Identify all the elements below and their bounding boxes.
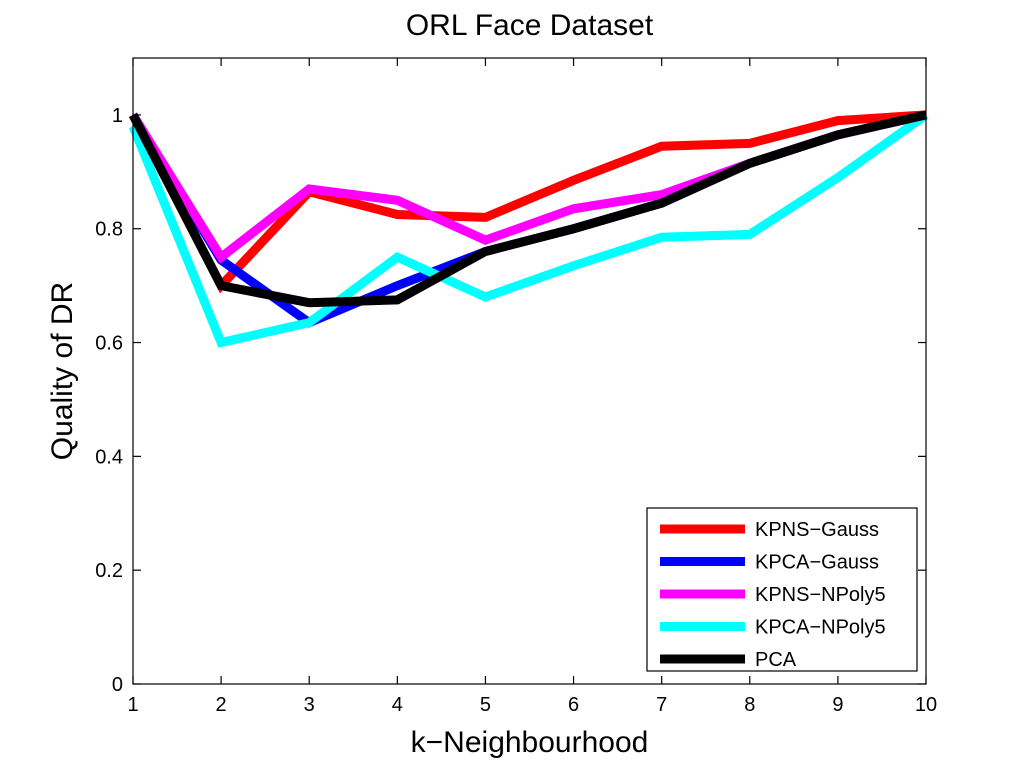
y-tick-label: 0.6 xyxy=(95,333,123,355)
series-layer xyxy=(128,110,929,348)
plot-frame xyxy=(132,57,927,685)
x-tick-label: 2 xyxy=(216,694,227,716)
x-tick-label: 1 xyxy=(127,694,138,716)
x-axis-label: k−Neighbourhood xyxy=(411,726,649,759)
x-tick-label: 8 xyxy=(744,694,755,716)
legend-label-0: KPNS−Gauss xyxy=(755,519,879,541)
x-tick-label: 3 xyxy=(304,694,315,716)
y-tick-label: 0 xyxy=(112,674,123,696)
legend-label-2: KPNS−NPoly5 xyxy=(755,584,886,606)
x-tick-label: 6 xyxy=(568,694,579,716)
legend-label-1: KPCA−Gauss xyxy=(755,552,879,574)
x-tick-label: 7 xyxy=(656,694,667,716)
series-line-4 xyxy=(129,110,927,308)
x-tick-label: 9 xyxy=(832,694,843,716)
series-line-3 xyxy=(128,111,929,348)
y-tick-label: 0.2 xyxy=(95,560,123,582)
y-tick-label: 0.8 xyxy=(95,219,123,241)
legend: KPNS−Gauss KPCA−Gauss KPNS−NPoly5 KPCA−NPol… xyxy=(646,507,918,672)
chart-title: ORL Face Dataset xyxy=(406,9,654,42)
legend-label-3: KPCA−NPoly5 xyxy=(755,617,886,639)
y-axis-label: Quality of DR xyxy=(46,282,79,460)
ticks-layer: 1 2 3 4 5 6 7 8 9 10 0 0.2 0.4 0.6 0.8 1 xyxy=(95,58,937,716)
legend-label-4: PCA xyxy=(755,649,797,671)
series-line-0 xyxy=(129,110,927,294)
x-tick-label: 5 xyxy=(480,694,491,716)
x-tick-label: 4 xyxy=(392,694,403,716)
y-tick-label: 0.4 xyxy=(95,446,123,468)
x-tick-label: 10 xyxy=(915,694,937,716)
y-tick-label: 1 xyxy=(112,105,123,127)
